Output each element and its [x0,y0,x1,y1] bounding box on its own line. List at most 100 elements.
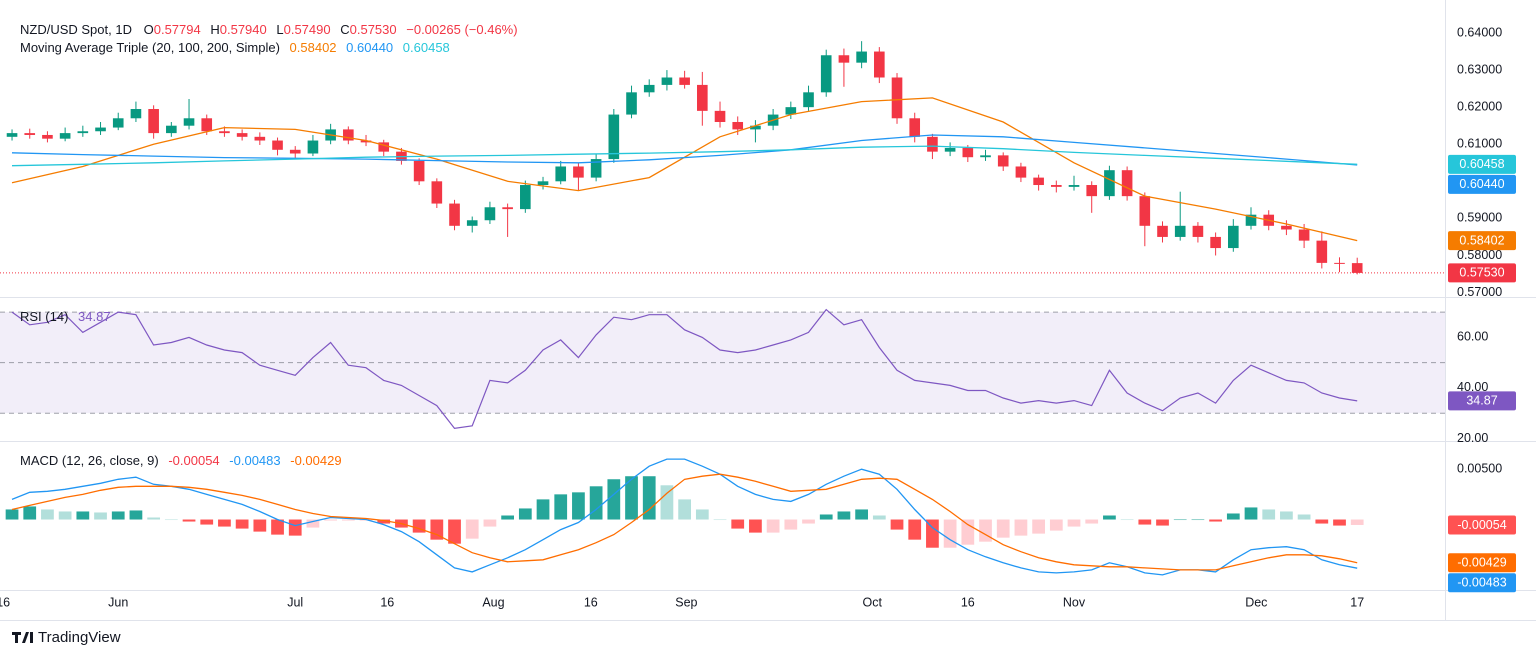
candle-body [1139,196,1151,226]
histogram-bar [465,519,479,539]
histogram-bar [164,519,178,521]
histogram-bar [1333,519,1346,526]
candle-body [820,55,832,93]
histogram-bar [1350,519,1364,525]
candle-body [6,133,18,137]
y-tick-label: 0.00500 [1457,461,1502,475]
x-tick-label: Jun [108,595,128,609]
y-tick-label: 40.00 [1457,380,1488,394]
candle-body [803,92,814,108]
candle-body [254,136,266,141]
histogram-bar [1226,513,1240,520]
logo-mark [12,632,33,643]
histogram-bar [1103,515,1116,520]
y-tick-label: 0.61000 [1457,137,1502,151]
candle-body [1086,185,1098,197]
signal-value: -0.00429 [290,453,341,468]
histogram-bar [518,508,532,520]
candle-body [573,166,584,178]
price-tag [1448,154,1516,174]
candle-body [484,207,496,221]
candle-body [1316,240,1328,263]
candle-body [962,147,974,158]
histogram-bar [147,517,161,520]
x-tick-label: Oct [863,595,883,609]
x-tick-label: Dec [1245,595,1267,609]
candle-body [1121,170,1133,197]
macd-label: MACD (12, 26, close, 9) [20,453,159,468]
candle-body [537,181,549,186]
candle-body [891,77,903,119]
moving-average [11,145,1358,167]
histogram-bar [200,519,214,525]
histogram-bar [766,519,780,533]
candle-body [661,77,673,85]
candle-body [1245,214,1257,226]
histogram-bar [1209,519,1222,522]
histogram-bar [837,511,851,520]
x-tick-label: 16 [0,595,10,609]
price-tag [1448,174,1516,194]
histogram-bar [1244,507,1258,520]
moving-average [11,97,1358,242]
candle-body [697,84,708,111]
histogram-bar [218,519,231,527]
histogram-bar [1191,519,1205,521]
candle-body [927,136,938,152]
candle-body [95,127,106,132]
x-tick-label: 17 [1350,595,1364,609]
histogram-bar [642,476,656,520]
candle-body [838,55,850,63]
rsi-line [11,308,1358,430]
candle-body [77,131,89,134]
histogram-bar [58,511,72,520]
histogram-bar [430,519,444,540]
candle-body [112,118,124,128]
candle-body [378,142,390,152]
ma-header: Moving Average Triple (20, 100, 200, Sim… [20,40,450,55]
y-tick-label: 0.62000 [1457,99,1502,113]
histogram-bar [1280,511,1293,520]
histogram-bar [1120,519,1134,521]
x-tick-label: 16 [584,595,598,609]
histogram-bar [1315,519,1329,524]
ohlc-value: 0.57940 [220,22,267,37]
histogram-bar [979,519,992,542]
histogram-bar [1049,519,1063,531]
candle-body [714,110,726,122]
ma-value: 0.60440 [346,40,393,55]
histogram-bar [695,509,709,520]
ohlc-value: 0.57490 [284,22,331,37]
x-tick-label: 16 [961,595,975,609]
histogram-bar [802,519,815,524]
histogram-bar [926,519,939,548]
candle-body [590,159,602,178]
candle-body [466,220,478,226]
y-tick-label: 0.58000 [1457,248,1502,262]
price-tag-label: -0.00429 [1457,556,1506,570]
candle-body [148,109,159,134]
candle-body [59,133,71,139]
candle-body [1334,262,1345,264]
histogram-bar [1085,519,1099,524]
histogram-bar [271,519,284,535]
histogram-bar [94,512,107,520]
price-tag-label: -0.00054 [1457,518,1506,532]
histogram-bar [501,515,514,520]
hist-value: -0.00054 [168,453,219,468]
histogram-bar [182,519,196,522]
histogram-bar [306,519,320,528]
macd-line [11,458,1358,576]
histogram-bar [607,479,621,520]
plot-area [0,41,1445,576]
price-tag-label: 0.57530 [1459,266,1504,280]
candle-body [643,84,655,93]
histogram-bar [872,515,886,520]
candle-body [1192,225,1204,237]
y-tick-label: 0.64000 [1457,25,1502,39]
histogram-bar [660,485,674,520]
price-tag-label: 0.60440 [1459,177,1504,191]
candle-body [1351,263,1363,273]
candle-body [449,203,460,226]
